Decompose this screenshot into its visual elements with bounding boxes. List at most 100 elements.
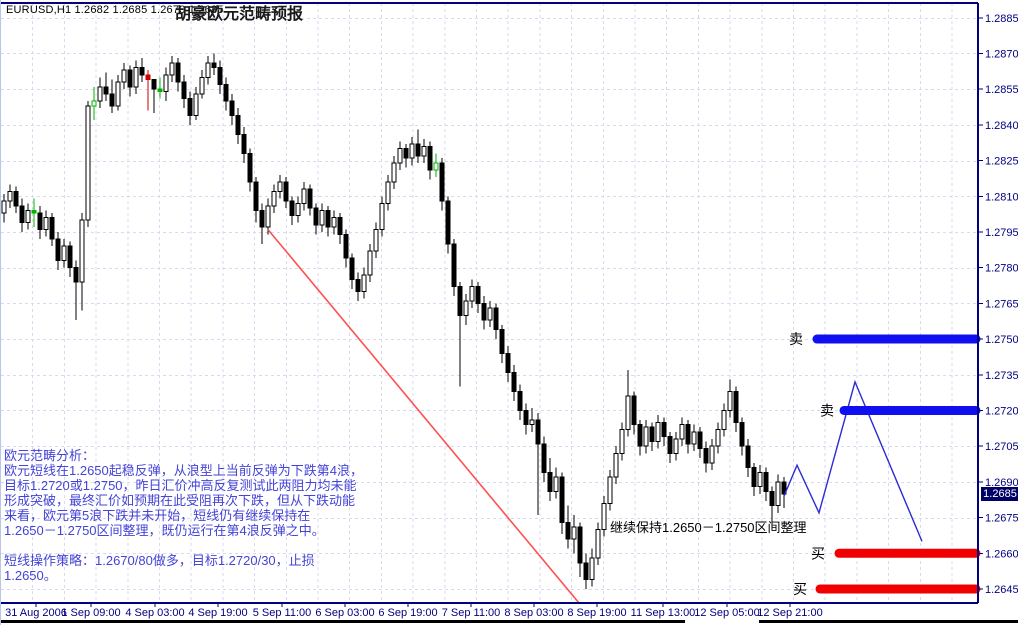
candle-body <box>283 181 289 202</box>
candle-body <box>61 245 67 262</box>
candle-body <box>349 257 355 281</box>
candle-body <box>337 217 343 235</box>
candle-body <box>391 162 397 183</box>
price-axis-label: 1.2750 <box>985 334 1018 346</box>
candle-body <box>463 300 469 316</box>
candle-body <box>187 98 193 116</box>
candle-body <box>73 267 79 283</box>
candle-body <box>133 67 139 88</box>
candle-body <box>37 212 43 231</box>
candle-body <box>67 245 73 269</box>
candle-body <box>163 74 169 93</box>
candle-body <box>277 181 283 192</box>
candle-body <box>289 200 295 216</box>
candle-body <box>253 181 259 212</box>
price-axis-label: 1.2885 <box>985 13 1018 25</box>
bottom-scrollbar-right[interactable] <box>759 620 1018 623</box>
candle-body <box>583 562 589 580</box>
candle-body <box>673 438 679 454</box>
candle-body <box>181 81 187 100</box>
candle-body <box>43 217 49 231</box>
analysis-line: 短线操作策略：1.2670/80做多，目标1.2720/30，止损 <box>4 553 315 568</box>
time-axis-label: 1 Sep 09:00 <box>61 607 120 619</box>
time-axis-label: 4 Sep 03:00 <box>125 607 184 619</box>
candle-body <box>487 307 493 321</box>
trendline[interactable] <box>267 229 580 604</box>
candle-body <box>691 431 697 445</box>
candlestick-series <box>1 53 787 589</box>
candle-body <box>601 502 607 530</box>
time-axis-label: 7 Sep 11:00 <box>442 607 501 619</box>
candle-body <box>121 69 127 83</box>
price-axis-label: 1.2720 <box>985 405 1018 417</box>
price-axis-label: 1.2795 <box>985 227 1018 239</box>
time-axis-label: 12 Sep 21:00 <box>757 607 822 619</box>
price-axis-label: 1.2825 <box>985 156 1018 168</box>
candle-body <box>769 490 775 507</box>
price-axis-label: 1.2705 <box>985 441 1018 453</box>
candle-body <box>271 190 277 207</box>
candle-body <box>301 188 307 204</box>
candle-body <box>169 62 175 76</box>
time-axis-label: 11 Sep 13:00 <box>631 607 696 619</box>
time-axis-label: 8 Sep 03:00 <box>504 607 563 619</box>
forecast[interactable] <box>783 379 923 542</box>
candle-body <box>445 200 451 245</box>
candle-body <box>211 62 217 69</box>
symbol-quote: EURUSD,H1 1.2682 1.2685 1.2670 1.2685 <box>6 4 224 16</box>
analysis-line: 欧元短线在1.2650起稳反弹，从浪型上当前反弹为下跌第4浪， <box>4 463 363 478</box>
forecast-zigzag[interactable] <box>783 379 923 542</box>
candle-body <box>559 476 565 523</box>
bottom-scrollbar-left[interactable] <box>1 620 685 623</box>
sell-label[interactable]: 卖 <box>820 402 834 418</box>
candle-body <box>415 143 421 157</box>
analysis-line: 形成突破，最终汇价如预期在此受阻再次下跌，但从下跌动能 <box>4 493 356 508</box>
candle-body <box>751 467 757 488</box>
time-axis-label: 8 Sep 19:00 <box>567 607 626 619</box>
candle-body <box>247 152 253 183</box>
candle-body <box>757 471 763 488</box>
candle-body <box>577 526 583 564</box>
range-note-label[interactable]: 继续保持1.2650－1.2750区间整理 <box>610 520 807 535</box>
candle-body <box>613 452 619 478</box>
time-axis-label: 6 Sep 19:00 <box>378 607 437 619</box>
candle-body <box>649 426 655 442</box>
candle-body <box>295 202 301 216</box>
descending-trendline[interactable] <box>267 229 580 604</box>
candle-body <box>625 395 631 430</box>
candle-body <box>457 286 463 316</box>
candle-body <box>619 428 625 454</box>
time-axis-label: 12 Sep 05:00 <box>694 607 759 619</box>
candle-body <box>523 409 529 426</box>
candle-body <box>607 476 613 504</box>
candle-body <box>433 162 439 171</box>
sell-label[interactable]: 卖 <box>789 331 803 347</box>
candle-body <box>469 286 475 302</box>
price-axis-label: 1.2840 <box>985 120 1018 132</box>
buy-label[interactable]: 买 <box>811 545 825 561</box>
candle-body <box>571 526 577 540</box>
candle-body <box>175 62 181 83</box>
candle-body <box>565 521 571 540</box>
candle-body <box>13 190 19 207</box>
price-axis-label: 1.2855 <box>985 84 1018 96</box>
price-axis-label: 1.2735 <box>985 370 1018 382</box>
symbol-period-label: EURUSD,H1 <box>6 4 72 16</box>
price-axis-label: 1.2690 <box>985 477 1018 489</box>
candle-body <box>739 421 745 447</box>
price-axis[interactable]: 1.2885 1.2870 1.2855 1.2840 1.2825 1.2810 1.27… <box>978 13 1018 596</box>
analysis-line: 欧元范畴分析： <box>4 448 96 463</box>
analysis-line: 目标1.2720或1.2750，昨日汇价冲高反复测试此两阻力均未能 <box>4 478 357 493</box>
candle-body <box>373 229 379 252</box>
time-axis-label: 31 Aug 2006 <box>5 607 67 619</box>
candle-body <box>409 143 415 159</box>
candle-body <box>217 67 223 85</box>
buy-label[interactable]: 买 <box>793 581 807 597</box>
candle-body <box>679 424 685 440</box>
analysis-line <box>4 538 363 553</box>
candle-body <box>589 557 595 580</box>
